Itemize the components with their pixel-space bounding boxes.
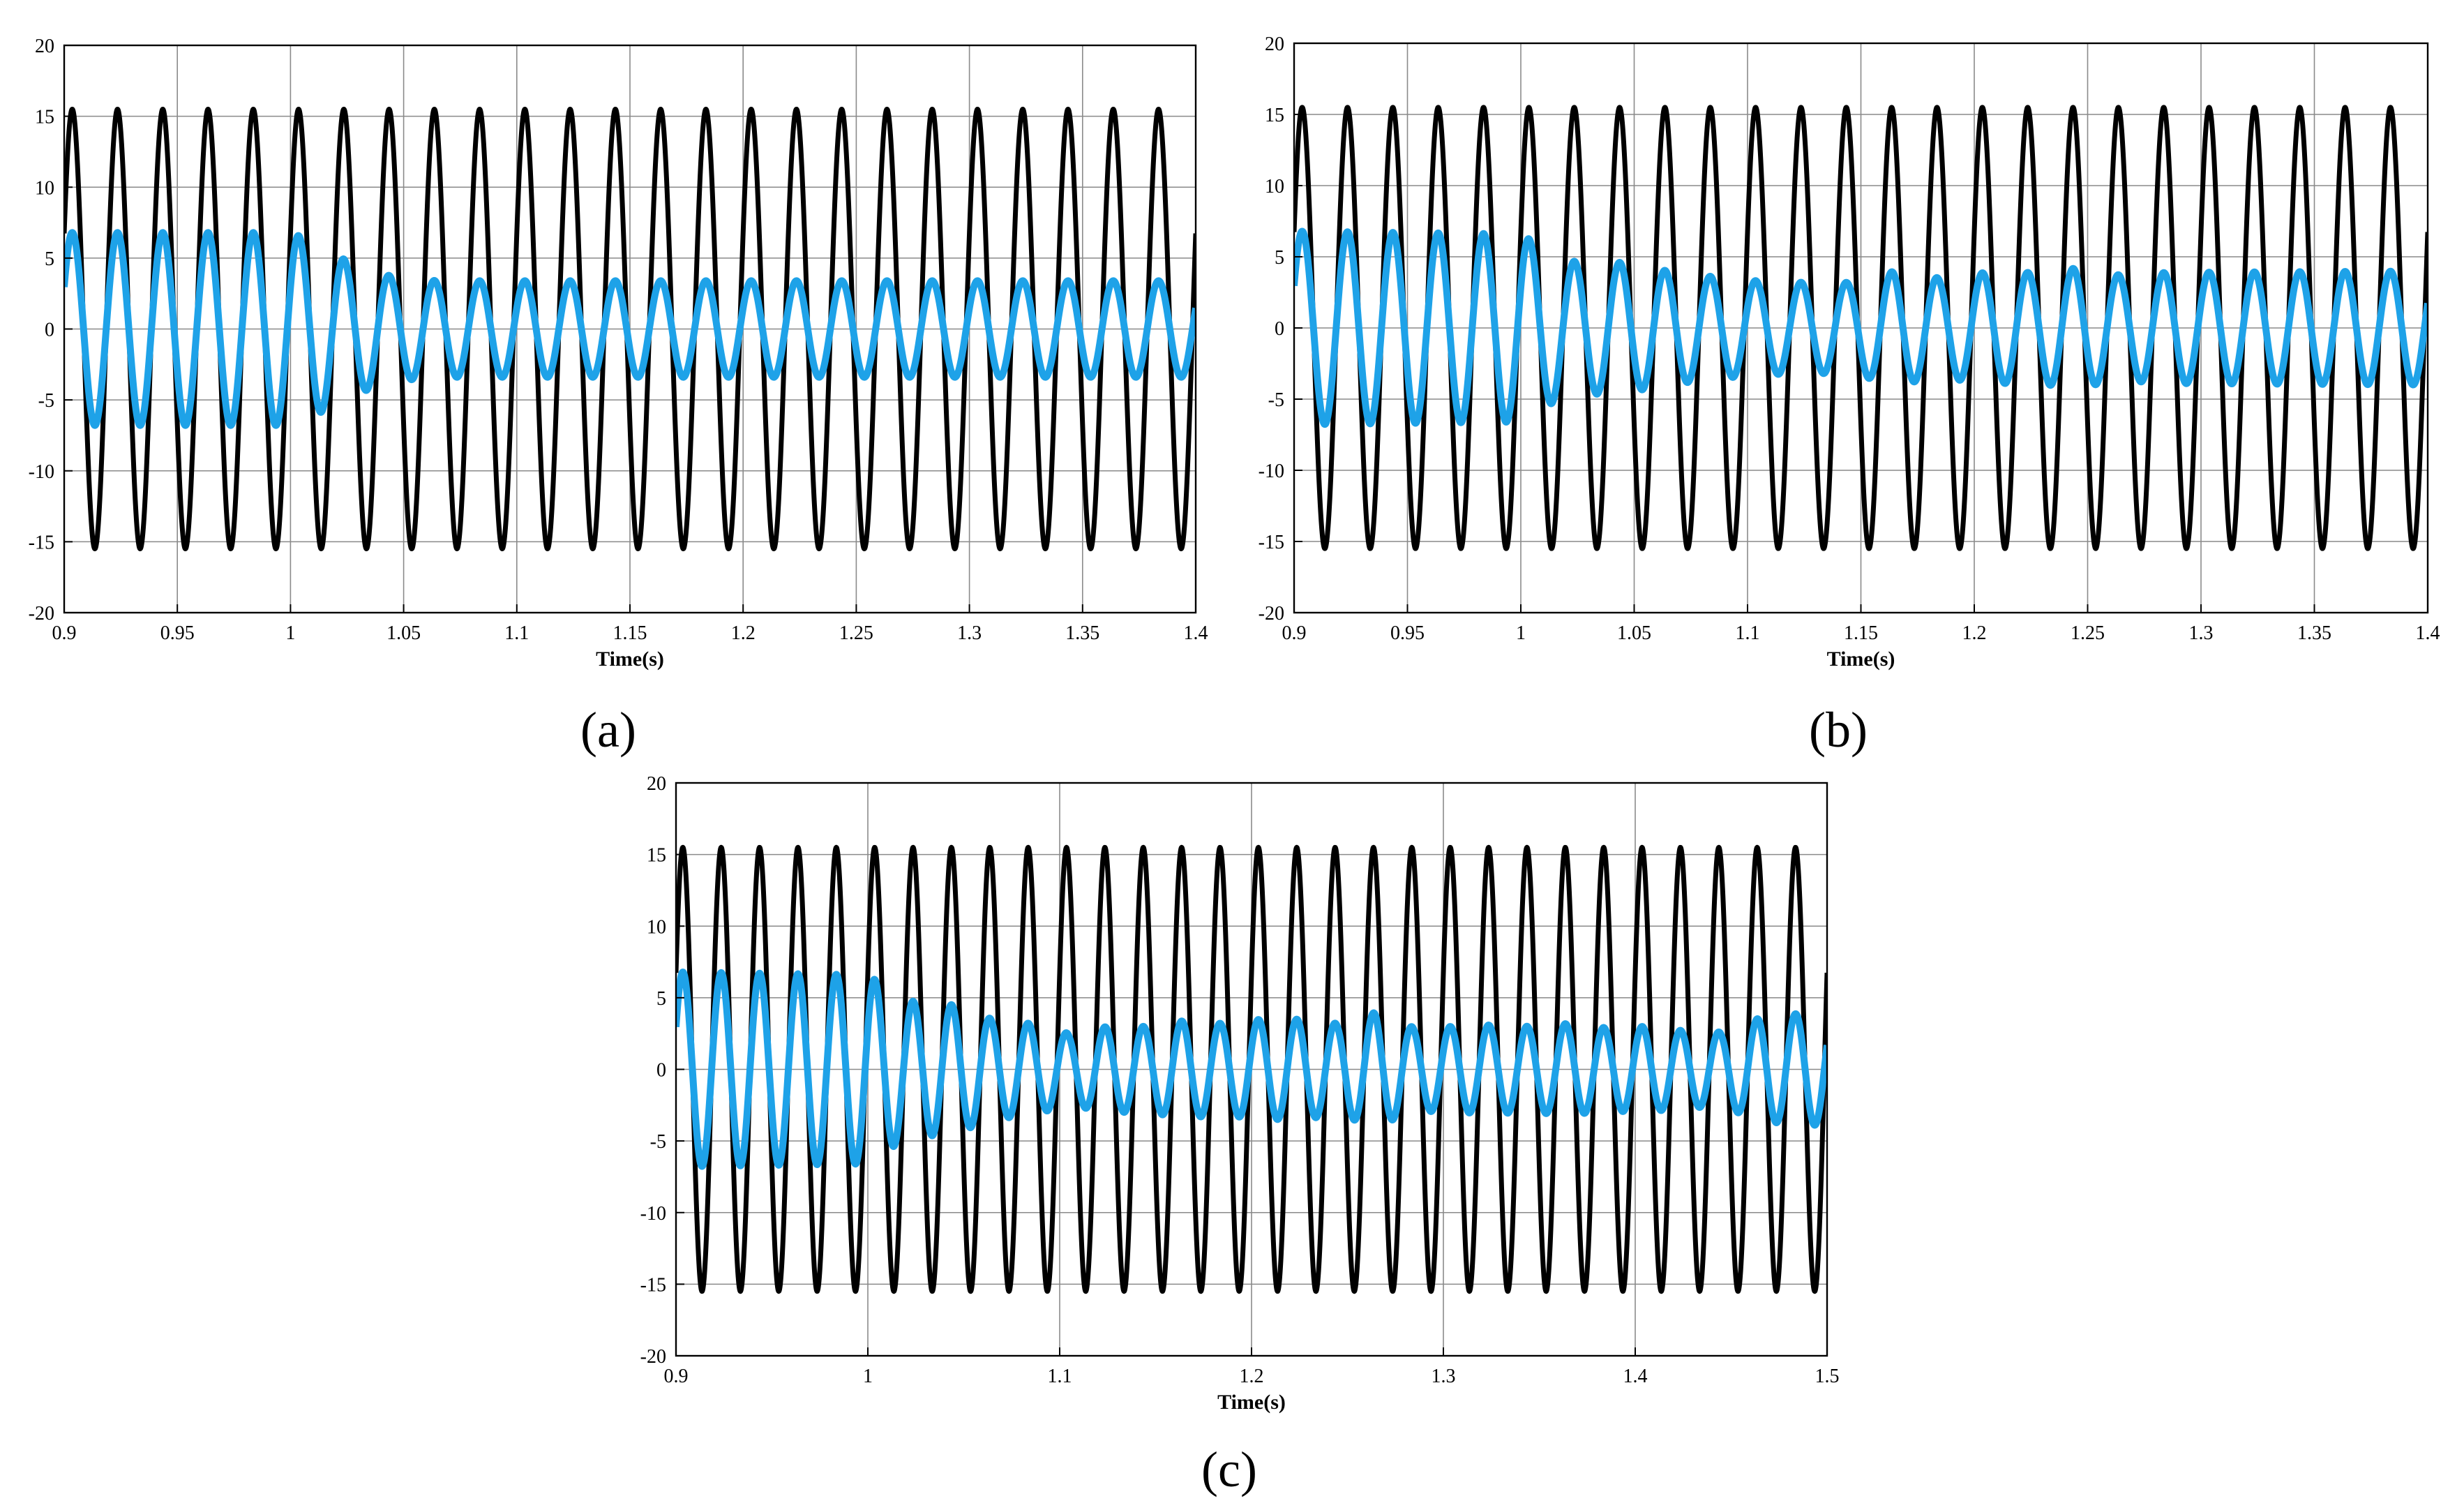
panel-label: (c) [1201,1442,1257,1497]
y-tick-label: 5 [45,248,54,270]
y-tick-label: -20 [29,603,54,625]
x-tick-label: 1.3 [1432,1366,1456,1387]
y-tick-label: 5 [656,988,666,1010]
x-tick-label: 0.95 [1390,622,1425,644]
x-axis-label: Time(s) [1827,648,1895,671]
y-tick-label: 0 [1275,318,1284,340]
y-tick-label: 15 [1265,105,1284,126]
x-tick-label: 1.2 [1962,622,1987,644]
series-line-black [676,844,1827,1294]
x-tick-label: 1.5 [1815,1366,1840,1387]
y-tick-label: 15 [647,845,666,867]
x-tick-label: 0.95 [160,622,195,644]
x-tick-label: 1.4 [1184,622,1208,644]
y-tick-label: -15 [640,1274,666,1296]
x-tick-label: 1 [285,622,295,644]
x-tick-label: 0.9 [664,1366,689,1387]
x-tick-label: 1.25 [2071,622,2105,644]
x-tick-label: 1.35 [1065,622,1099,644]
chart-panel-b: -20 -15 -10 -5 0 5 10 15 20 0.9 0.95 1 1.05 1.1 1.15 1.… [1259,33,2440,758]
series-line-blue [1294,227,2428,428]
y-tick-label: 20 [647,773,666,795]
x-tick-label: 1.1 [1048,1366,1072,1387]
x-tick-label: 0.9 [1282,622,1307,644]
chart-panel-c: -20 -15 -10 -5 0 5 10 15 20 0.9 1 1.1 1.2 1.3 1.4 1.5 Ti… [640,773,1840,1497]
y-tick-label: 0 [656,1060,666,1082]
x-tick-label: 1.05 [386,622,421,644]
x-tick-label: 1.4 [1623,1366,1648,1387]
y-tick-label: -20 [1259,603,1284,625]
y-tick-label: 5 [1275,247,1284,269]
x-tick-label: 1.15 [613,622,647,644]
panel-label: (a) [580,702,636,758]
chart-panel-a: -20 -15 -10 -5 0 5 10 15 20 0.9 0.95 1 1.05 1.1 1.15 1.… [29,36,1208,758]
y-tick-label: 10 [35,177,54,199]
y-tick-label: -5 [1268,389,1284,411]
x-axis-label: Time(s) [596,648,664,671]
y-tick-label: 0 [45,320,54,341]
x-tick-label: 1.3 [957,622,982,644]
y-tick-label: 10 [1265,176,1284,197]
panel-label: (b) [1809,702,1868,758]
y-tick-label: -10 [640,1203,666,1225]
x-tick-label: 1.3 [2189,622,2214,644]
x-tick-label: 1.15 [1844,622,1878,644]
y-tick-label: -10 [1259,461,1284,482]
x-tick-label: 1.1 [1736,622,1760,644]
y-tick-label: -5 [38,390,54,412]
y-tick-label: 20 [1265,33,1284,55]
x-tick-label: 0.9 [52,622,77,644]
x-tick-label: 1.25 [839,622,873,644]
y-tick-label: 10 [647,916,666,938]
series-line-black [64,107,1196,551]
x-tick-label: 1.05 [1617,622,1651,644]
series-line-blue [676,969,1827,1170]
x-tick-label: 1 [863,1366,873,1387]
x-tick-label: 1.1 [504,622,529,644]
x-tick-label: 1.2 [731,622,756,644]
x-axis-label: Time(s) [1217,1391,1286,1414]
y-tick-label: -15 [29,532,54,553]
y-tick-label: 20 [35,36,54,57]
y-tick-label: -20 [640,1346,666,1368]
x-tick-label: 1.4 [2416,622,2440,644]
y-tick-label: -10 [29,461,54,483]
series-line-black [1294,105,2428,551]
y-tick-label: -5 [650,1131,666,1153]
y-tick-label: -15 [1259,532,1284,553]
x-tick-label: 1 [1516,622,1526,644]
y-tick-label: 15 [35,107,54,128]
series-line-blue [64,229,1196,429]
x-tick-label: 1.35 [2297,622,2331,644]
x-tick-label: 1.2 [1240,1366,1264,1387]
